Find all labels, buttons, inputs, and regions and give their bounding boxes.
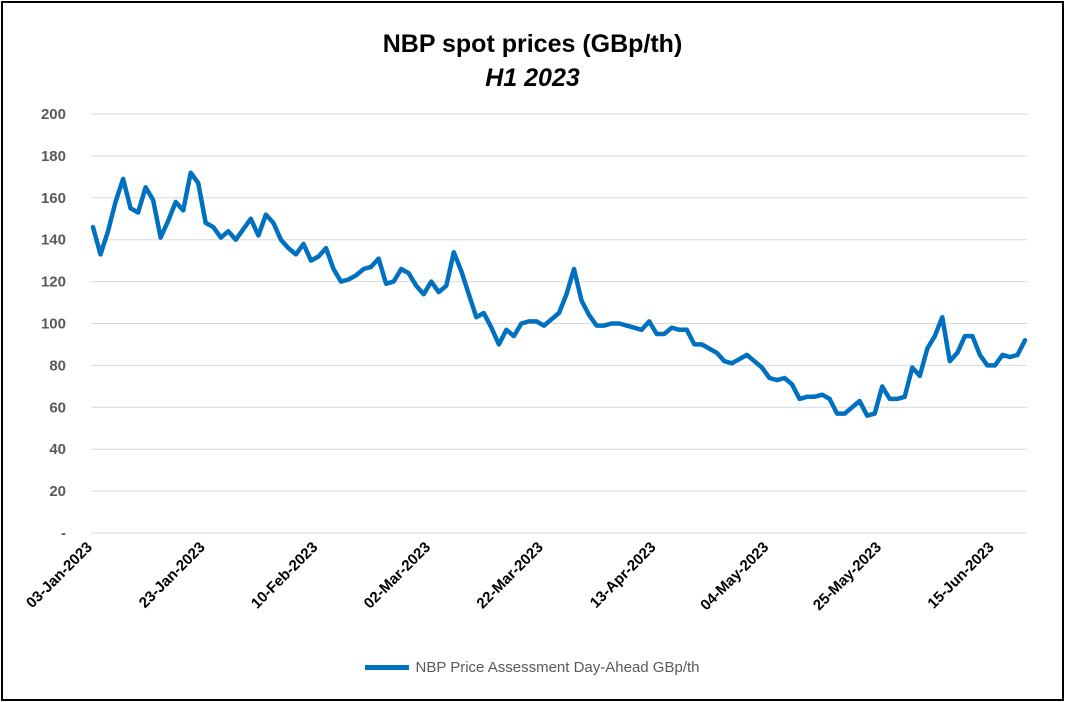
legend-line-swatch [365, 665, 410, 670]
y-tick-label: 100 [41, 316, 66, 333]
y-tick-label: - [61, 525, 66, 542]
x-tick-label: 02-Mar-2023 [361, 539, 434, 612]
y-tick-label: 160 [41, 190, 66, 207]
y-tick-label: 20 [49, 483, 66, 500]
x-tick-label: 22-Mar-2023 [473, 539, 546, 612]
y-tick-label: 120 [41, 274, 66, 291]
chart-subtitle: H1 2023 [485, 64, 580, 92]
legend: NBP Price Assessment Day-Ahead GBp/th [0, 659, 1065, 676]
y-tick-label: 80 [49, 357, 66, 374]
y-tick-label: 140 [41, 232, 66, 249]
series-line [90, 170, 1028, 418]
y-tick-label: 180 [41, 148, 66, 165]
x-tick-label: 25-May-2023 [810, 539, 885, 614]
x-tick-label: 10-Feb-2023 [248, 539, 321, 612]
x-tick-label: 13-Apr-2023 [587, 539, 660, 612]
x-tick-label: 03-Jan-2023 [23, 539, 96, 612]
x-tick-label: 23-Jan-2023 [136, 539, 209, 612]
legend-label: NBP Price Assessment Day-Ahead GBp/th [415, 659, 700, 676]
x-tick-label: 04-May-2023 [697, 539, 772, 614]
x-tick-label: 15-Jun-2023 [924, 539, 997, 612]
y-tick-label: 60 [49, 399, 66, 416]
y-tick-label: 200 [41, 106, 66, 123]
chart-title: NBP spot prices (GBp/th) [382, 30, 683, 58]
y-tick-label: 40 [49, 441, 66, 458]
